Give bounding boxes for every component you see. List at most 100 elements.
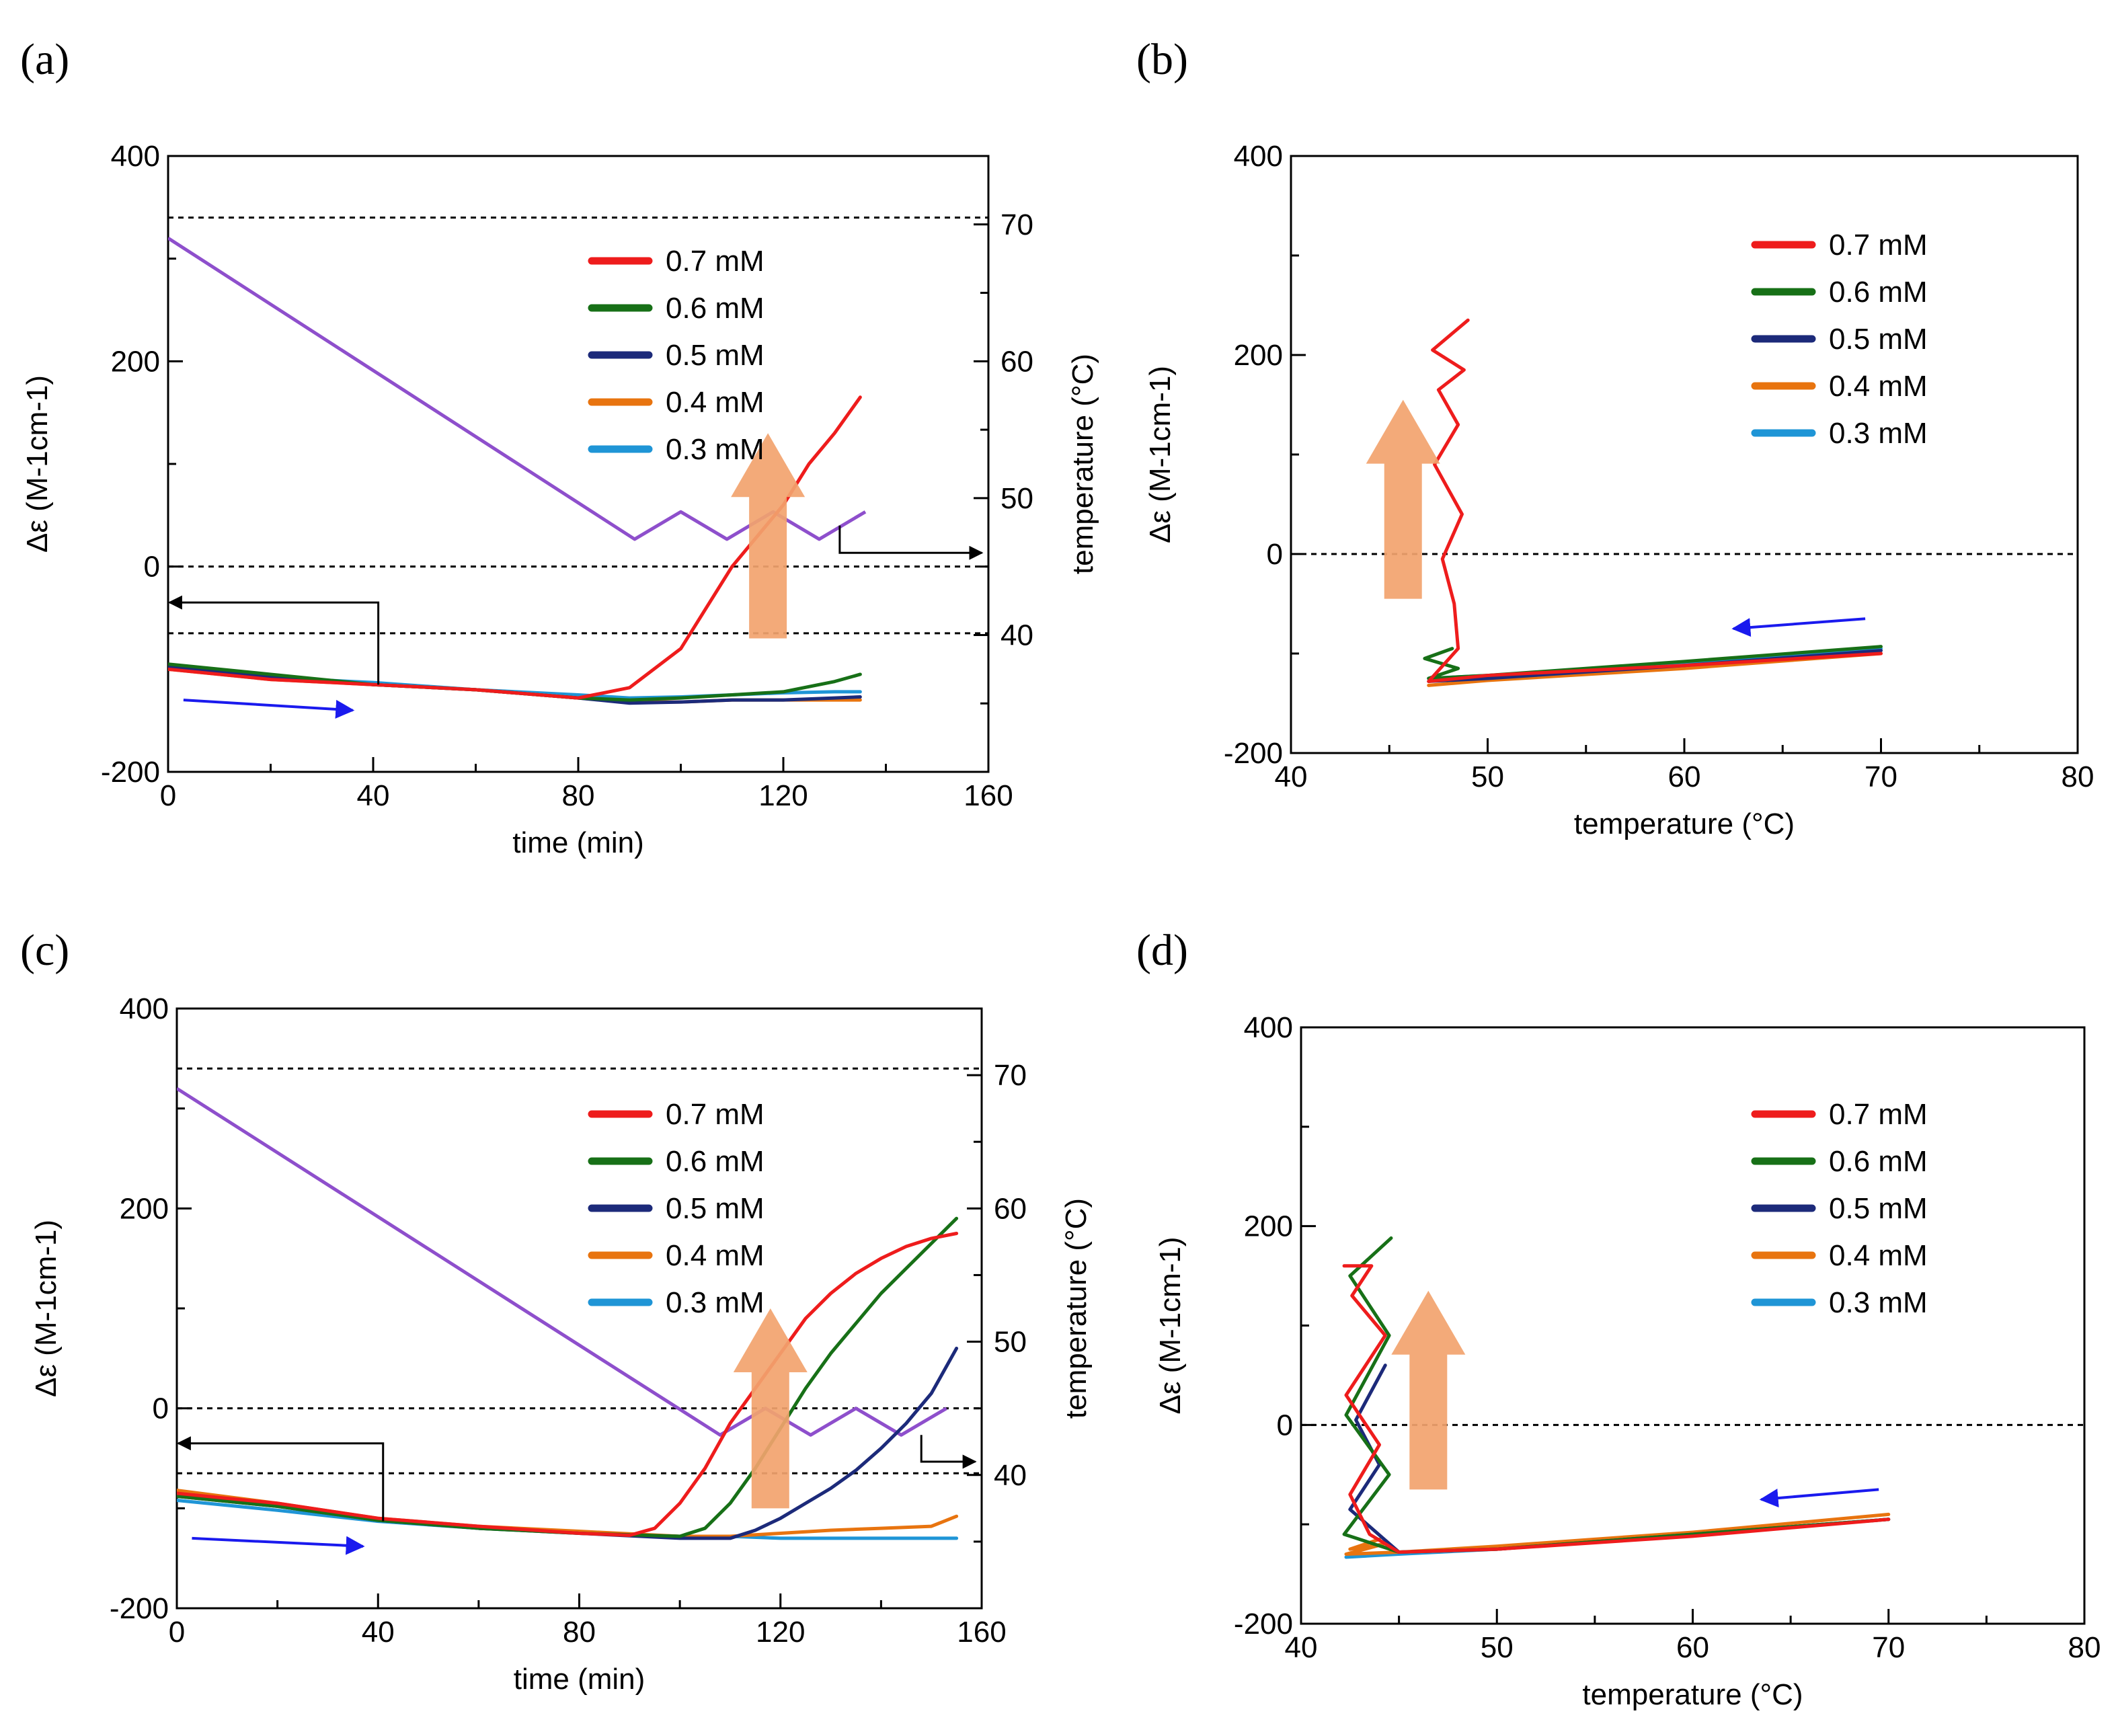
x-tick-label: 70 bbox=[1872, 1631, 1905, 1664]
x-axis-title: time (min) bbox=[512, 826, 644, 859]
y-axis-title: Δε (M-1cm-1) bbox=[1144, 366, 1177, 543]
y-tick-label: 0 bbox=[1267, 538, 1283, 571]
legend-label: 0.6 mM bbox=[666, 1145, 764, 1178]
panel-b: (b) 40 50 60 70 80 -200 0 200 400 temperature (°C)… bbox=[1136, 35, 2094, 840]
legend: 0.7 mM 0.6 mM 0.5 mM 0.4 mM 0.3 mM bbox=[588, 1098, 764, 1319]
x-axis-title: temperature (°C) bbox=[1574, 807, 1795, 840]
y-tick-label: 200 bbox=[111, 345, 160, 378]
x-tick-label: 160 bbox=[964, 779, 1013, 812]
legend-label: 0.5 mM bbox=[666, 339, 764, 372]
right-axis-bracket-arrow bbox=[838, 525, 984, 560]
y-tick-label: 200 bbox=[120, 1192, 169, 1225]
y2-tick-label: 60 bbox=[1001, 345, 1033, 378]
y-tick-label: -200 bbox=[101, 756, 160, 789]
series-line-05 bbox=[168, 665, 862, 705]
y-axis-title: Δε (M-1cm-1) bbox=[1154, 1236, 1187, 1414]
x-tick-label: 40 bbox=[1275, 760, 1308, 793]
plot-area bbox=[168, 237, 867, 705]
y2-tick-label: 40 bbox=[994, 1459, 1027, 1492]
x-tick-label: 160 bbox=[957, 1616, 1006, 1649]
temperature-line bbox=[177, 1087, 947, 1437]
x-tick-label: 50 bbox=[1481, 1631, 1514, 1664]
direction-arrow bbox=[1731, 617, 1866, 637]
x-axis-title: time (min) bbox=[514, 1663, 645, 1696]
legend-label: 0.5 mM bbox=[1829, 323, 1928, 356]
increase-arrow bbox=[1366, 399, 1440, 599]
legend-label: 0.3 mM bbox=[1829, 1286, 1928, 1319]
series-line-06 bbox=[177, 1216, 959, 1538]
legend-label: 0.5 mM bbox=[1829, 1192, 1928, 1225]
right-axis-bracket-arrow bbox=[920, 1435, 977, 1469]
y2-axis-title: temperature (°C) bbox=[1060, 1198, 1093, 1419]
y-tick-label: 0 bbox=[1277, 1409, 1293, 1442]
panel-d: (d) 40 50 60 70 80 -200 0 200 400 temperature (°C)… bbox=[1136, 926, 2101, 1711]
legend-label: 0.4 mM bbox=[1829, 370, 1928, 403]
x-tick-label: 80 bbox=[2062, 760, 2094, 793]
temperature-line bbox=[168, 237, 867, 541]
y-tick-label: 200 bbox=[1234, 339, 1283, 372]
legend-label: 0.4 mM bbox=[666, 386, 764, 419]
x-tick-label: 50 bbox=[1471, 760, 1504, 793]
x-tick-label: 60 bbox=[1668, 760, 1701, 793]
series-line-06 bbox=[168, 662, 862, 702]
legend-label: 0.6 mM bbox=[1829, 276, 1928, 309]
y-tick-label: -200 bbox=[1234, 1608, 1293, 1641]
y-tick-label: -200 bbox=[110, 1592, 169, 1625]
legend-label: 0.3 mM bbox=[666, 1286, 764, 1319]
y2-tick-label: 40 bbox=[1001, 619, 1033, 652]
legend-label: 0.5 mM bbox=[666, 1192, 764, 1225]
direction-arrow bbox=[192, 1536, 365, 1555]
x-tick-label: 120 bbox=[756, 1616, 805, 1649]
x-tick-label: 120 bbox=[758, 779, 808, 812]
panel-label: (b) bbox=[1136, 35, 1188, 84]
series-line-04 bbox=[1344, 1512, 1891, 1556]
legend: 0.7 mM 0.6 mM 0.5 mM 0.4 mM 0.3 mM bbox=[588, 245, 764, 466]
y-axis-title: Δε (M-1cm-1) bbox=[30, 1220, 63, 1397]
y-tick-label: 400 bbox=[120, 992, 169, 1025]
legend-label: 0.7 mM bbox=[1829, 229, 1928, 262]
y-tick-label: 0 bbox=[153, 1392, 169, 1425]
panel-a: (a)0 40 80 120 160-200020040040506070tempera… bbox=[20, 35, 1099, 859]
legend-label: 0.7 mM bbox=[666, 245, 764, 278]
legend: 0.7 mM 0.6 mM 0.5 mM 0.4 mM 0.3 mM bbox=[1751, 229, 1928, 450]
left-axis-bracket-arrow bbox=[167, 595, 380, 685]
panel-label: (d) bbox=[1136, 926, 1188, 975]
legend-label: 0.7 mM bbox=[1829, 1098, 1928, 1131]
panel-label: (a) bbox=[20, 35, 69, 84]
y2-tick-label: 70 bbox=[994, 1059, 1027, 1092]
x-tick-label: 80 bbox=[563, 1616, 596, 1649]
y-tick-label: 200 bbox=[1244, 1210, 1293, 1243]
direction-arrow bbox=[183, 699, 355, 719]
increase-arrow bbox=[1391, 1290, 1466, 1490]
y-tick-label: 400 bbox=[1244, 1011, 1293, 1044]
x-tick-label: 60 bbox=[1676, 1631, 1709, 1664]
x-tick-label: 80 bbox=[562, 779, 595, 812]
legend-label: 0.7 mM bbox=[666, 1098, 764, 1131]
plot-area bbox=[1423, 318, 1883, 687]
y2-tick-label: 70 bbox=[1001, 208, 1033, 241]
legend-label: 0.4 mM bbox=[1829, 1239, 1928, 1272]
y2-tick-label: 50 bbox=[994, 1326, 1027, 1359]
increase-arrow bbox=[733, 1308, 808, 1509]
y-tick-label: 0 bbox=[144, 551, 160, 584]
legend-label: 0.6 mM bbox=[1829, 1145, 1928, 1178]
series-line-07 bbox=[168, 395, 862, 700]
x-tick-label: 0 bbox=[169, 1616, 185, 1649]
x-tick-label: 70 bbox=[1865, 760, 1897, 793]
legend-label: 0.4 mM bbox=[666, 1239, 764, 1272]
y-tick-label: 400 bbox=[1234, 140, 1283, 173]
legend-label: 0.3 mM bbox=[1829, 417, 1928, 450]
x-tick-label: 40 bbox=[357, 779, 390, 812]
y-tick-label: -200 bbox=[1224, 737, 1283, 770]
x-tick-label: 0 bbox=[160, 779, 176, 812]
y2-tick-label: 50 bbox=[1001, 482, 1033, 515]
legend-label: 0.6 mM bbox=[666, 292, 764, 325]
legend: 0.7 mM 0.6 mM 0.5 mM 0.4 mM 0.3 mM bbox=[1751, 1098, 1928, 1319]
series-line-06 bbox=[1423, 645, 1883, 680]
series-line-07 bbox=[1427, 318, 1883, 683]
panel-c: (c)0 40 80 120 160-200020040040506070tempera… bbox=[20, 926, 1093, 1696]
y-tick-label: 400 bbox=[111, 140, 160, 173]
left-axis-bracket-arrow bbox=[176, 1436, 385, 1522]
y2-tick-label: 60 bbox=[994, 1192, 1027, 1225]
